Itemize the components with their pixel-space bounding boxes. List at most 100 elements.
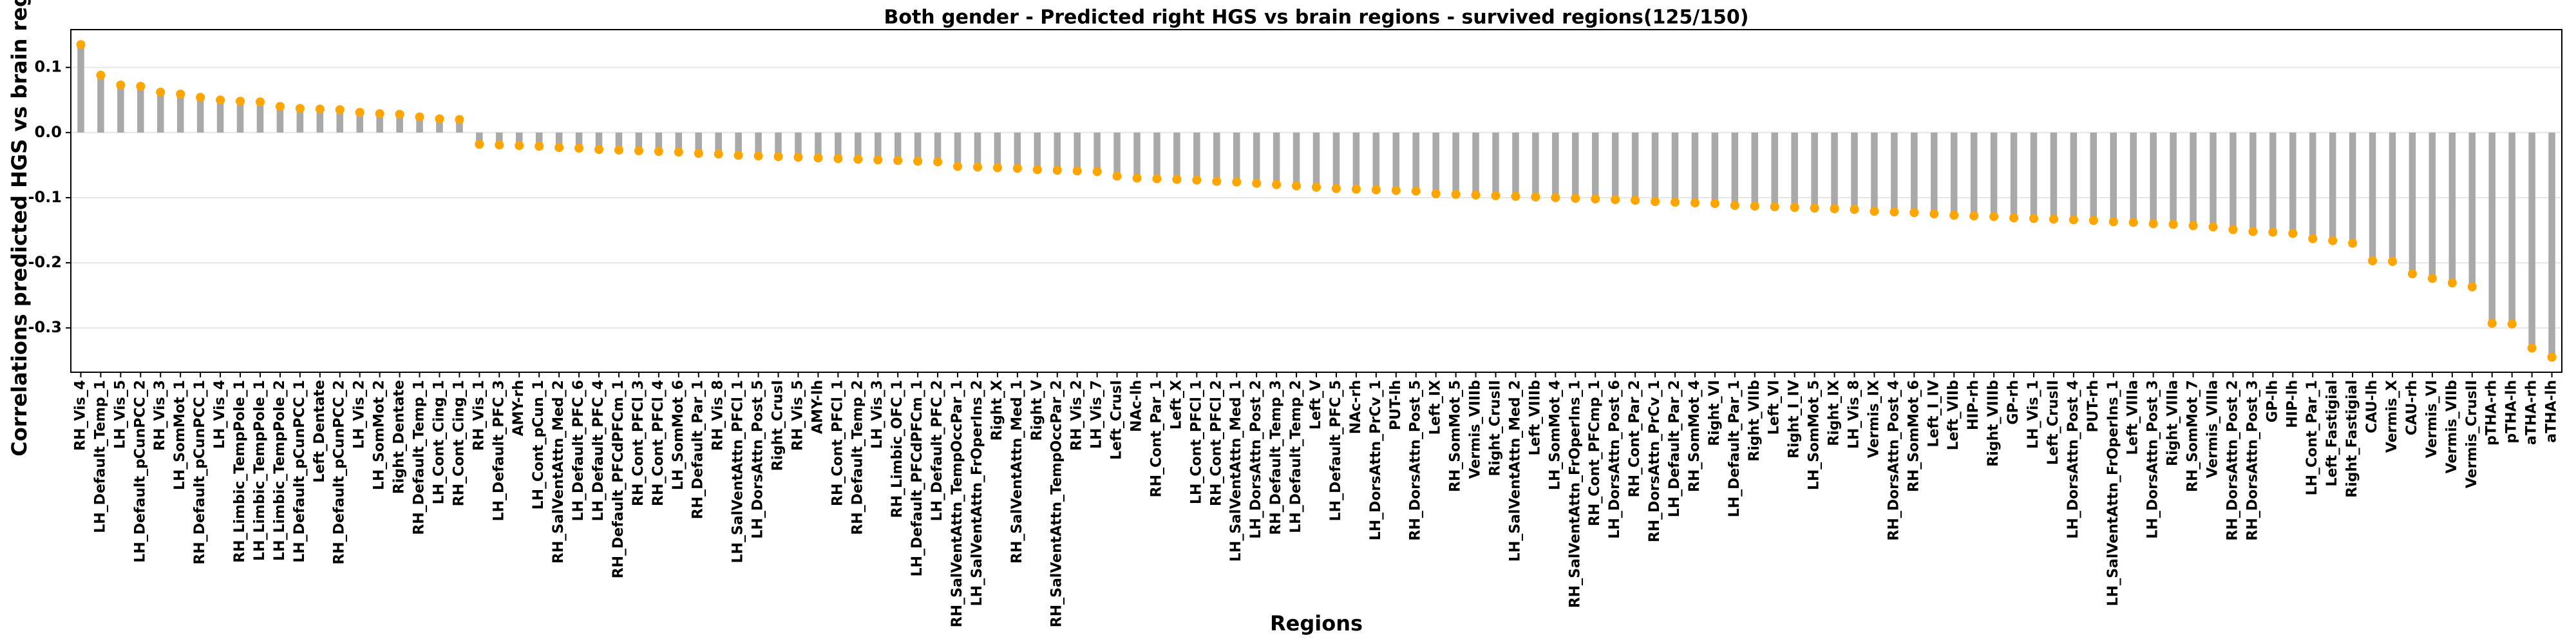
bar xyxy=(1293,132,1300,186)
point xyxy=(873,155,883,165)
bar xyxy=(2508,132,2515,325)
bar xyxy=(356,112,363,133)
bar xyxy=(496,132,503,146)
x-tick-label: LH_Default_Par_1 xyxy=(1727,380,1743,517)
point xyxy=(1611,194,1620,204)
point xyxy=(1750,202,1759,211)
bar xyxy=(1352,132,1360,189)
bar xyxy=(1153,132,1160,179)
point xyxy=(315,104,325,114)
x-tick-label: pTHA-rh xyxy=(2484,380,2500,446)
x-tick-label: AMY-lh xyxy=(810,380,826,434)
bar xyxy=(2070,132,2078,220)
bar xyxy=(1452,132,1459,194)
x-tick-label: RH_SomMot_6 xyxy=(1906,380,1922,492)
point xyxy=(475,140,484,149)
bar xyxy=(655,132,663,152)
x-tick-label: RH_Cont_Par_1 xyxy=(1148,380,1164,497)
point xyxy=(654,147,663,156)
x-tick-label: Left_VIIIa xyxy=(2125,380,2141,455)
bar xyxy=(296,108,304,133)
bar xyxy=(1711,132,1719,204)
x-tick-label: Left_VI xyxy=(1766,380,1783,435)
x-tick-label: Right_Dentate xyxy=(392,380,408,494)
point xyxy=(255,97,265,107)
x-tick-label: RH_Default_Temp_2 xyxy=(849,380,866,535)
point xyxy=(156,88,166,97)
point xyxy=(1331,184,1341,193)
bar xyxy=(2130,132,2137,223)
bar xyxy=(2429,132,2436,279)
bar xyxy=(1512,132,1519,196)
point xyxy=(1770,202,1779,212)
bar xyxy=(156,92,164,133)
point xyxy=(1710,199,1719,209)
x-tick-label: LH_Cont_PFCl_1 xyxy=(1188,380,1204,504)
bar xyxy=(1731,132,1739,206)
point xyxy=(1670,198,1680,207)
x-tick-label: RH_Vis_4 xyxy=(72,380,88,451)
x-tick-label: RH_Vis_2 xyxy=(1069,380,1085,451)
x-tick-label: RH_SalVentAttn_FrOperIns_1 xyxy=(1567,380,1583,608)
bar xyxy=(1074,132,1081,171)
x-tick-label: LH_DorsAttn_Post_3 xyxy=(2145,380,2161,539)
x-tick-label: Right_IX xyxy=(1826,380,1842,446)
chart-title: Both gender - Predicted right HGS vs bra… xyxy=(884,6,1748,29)
point xyxy=(455,115,464,124)
point xyxy=(2049,214,2058,224)
bar xyxy=(476,132,483,145)
bar xyxy=(1931,132,1938,214)
x-tick-label: LH_Default_PFC_2 xyxy=(929,380,945,521)
point xyxy=(2088,216,2098,225)
bar xyxy=(2548,132,2555,357)
bar xyxy=(775,132,782,157)
bar xyxy=(555,132,563,148)
bar xyxy=(974,132,981,167)
bar xyxy=(1532,132,1539,197)
point xyxy=(395,109,404,119)
bar xyxy=(1851,132,1858,210)
x-tick-label: Right_CrusII xyxy=(1487,380,1503,477)
x-tick-label: LH_Default_Temp_2 xyxy=(1288,380,1304,533)
bar xyxy=(456,119,463,133)
x-tick-label: Left_IX xyxy=(1428,380,1444,435)
point xyxy=(1571,193,1580,203)
point xyxy=(236,97,245,106)
x-tick-label: Right_CrusI xyxy=(770,380,786,471)
point xyxy=(1112,171,1122,181)
point xyxy=(1012,164,1022,173)
bar xyxy=(1253,132,1260,184)
bar xyxy=(396,114,403,133)
point xyxy=(953,162,963,171)
point xyxy=(753,151,763,161)
x-tick-label: LH_SomMot_1 xyxy=(172,380,188,490)
bar xyxy=(1831,132,1838,209)
point xyxy=(1252,178,1262,188)
x-tick-label: Right_VIIIa xyxy=(2165,380,2181,466)
bar xyxy=(1950,132,1958,216)
x-tick-label: LH_Limbic_TempPole_1 xyxy=(252,380,268,561)
x-tick-label: RH_SalVentAttn_TempOccPar_1 xyxy=(949,380,965,627)
point xyxy=(2387,257,2397,267)
x-tick-label: RH_SalVentAttn_TempOccPar_2 xyxy=(1049,380,1065,627)
point xyxy=(1810,204,1819,213)
x-axis-label: Regions xyxy=(1270,611,1363,636)
point xyxy=(793,153,803,162)
point xyxy=(2208,222,2218,232)
y-axis-label: Correlations predicted HGS vs brain regi… xyxy=(7,0,32,457)
point xyxy=(1212,176,1222,186)
point xyxy=(1371,185,1381,194)
point xyxy=(335,105,345,115)
point xyxy=(1989,212,1999,222)
point xyxy=(2547,352,2557,362)
x-tick-label: LH_Vis_2 xyxy=(352,380,368,449)
bar xyxy=(575,132,583,149)
x-tick-label: LH_Cont_pCun_1 xyxy=(531,380,547,509)
x-tick-label: Right_Fastigial xyxy=(2344,380,2360,498)
x-tick-label: LH_SalVentAttn_FrOperIns_1 xyxy=(2105,380,2121,606)
bar xyxy=(874,132,882,160)
plot-frame xyxy=(70,29,2562,373)
x-tick-label: Left_I_IV xyxy=(1926,380,1942,447)
point xyxy=(116,80,126,90)
x-tick-label: Right_VI xyxy=(1707,380,1723,446)
